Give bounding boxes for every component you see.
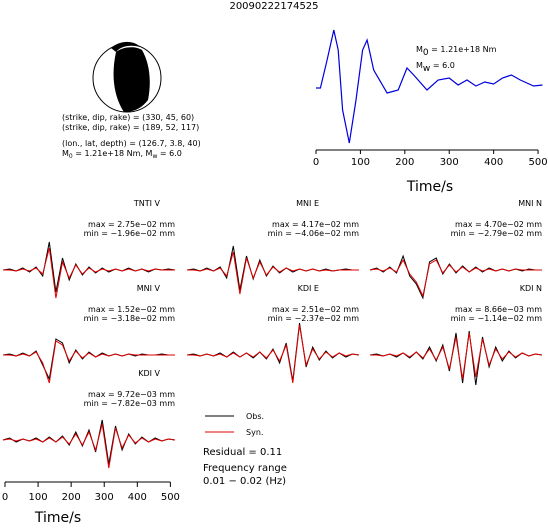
stf-annotation: Mw = 6.0 <box>416 61 455 74</box>
max-label: max = 4.70e−02 mm <box>455 220 542 229</box>
x-tick-label: 300 <box>95 492 114 503</box>
min-label: min = −1.96e−02 mm <box>84 229 176 238</box>
syn-trace <box>187 324 360 384</box>
syn-trace <box>369 258 542 298</box>
obs-trace <box>186 322 360 382</box>
min-label: min = −4.06e−02 mm <box>268 229 360 238</box>
station-label: KDI E <box>298 284 319 293</box>
source-line: (strike, dip, rake) = (189, 52, 117) <box>62 123 199 132</box>
x-tick-label: 400 <box>484 157 503 168</box>
x-axis-label: Time/s <box>34 510 81 526</box>
beachball <box>92 41 162 113</box>
figure-title: 20090222174525 <box>229 1 318 12</box>
x-tick-label: 200 <box>395 157 414 168</box>
syn-trace <box>370 332 543 380</box>
x-tick-label: 100 <box>351 157 370 168</box>
max-label: max = 9.72e−03 mm <box>88 390 175 399</box>
syn-trace <box>3 340 175 384</box>
x-tick-label: 0 <box>2 492 8 503</box>
x-tick-label: 100 <box>29 492 48 503</box>
min-label: min = −2.79e−02 mm <box>451 229 543 238</box>
min-label: min = −2.37e−02 mm <box>268 314 360 323</box>
moment-text: M0 = 1.21e+18 Nm, Mw = 6.0 <box>62 149 182 160</box>
station-label: KDI N <box>520 284 542 293</box>
stf-line <box>316 29 543 144</box>
x-tick-label: 500 <box>161 492 180 503</box>
obs-trace <box>369 254 542 300</box>
x-axis-label: Time/s <box>406 179 453 195</box>
x-tick-label: 500 <box>529 157 548 168</box>
residual: Residual = 0.11 <box>203 447 282 458</box>
stf-annotation: M0 = 1.21e+18 Nm <box>416 45 497 58</box>
syn-trace <box>3 247 175 299</box>
frequency: 0.01 − 0.02 (Hz) <box>203 476 286 487</box>
syn-trace <box>2 423 176 469</box>
source-line: (strike, dip, rake) = (330, 45, 60) <box>62 113 194 122</box>
obs-trace <box>186 245 359 291</box>
station-label: MNI N <box>518 199 542 208</box>
min-label: min = −7.82e−03 mm <box>84 399 176 408</box>
station-label: MNI E <box>296 199 319 208</box>
max-label: max = 1.52e−02 mm <box>88 305 175 314</box>
max-label: max = 4.17e−02 mm <box>272 220 359 229</box>
max-label: max = 2.51e−02 mm <box>272 305 359 314</box>
syn-trace <box>187 251 359 295</box>
source-line: (lon., lat, depth) = (126.7, 3.8, 40) <box>62 139 201 148</box>
max-label: max = 8.66e−03 mm <box>455 305 542 314</box>
max-label: max = 2.75e−02 mm <box>88 220 175 229</box>
min-label: min = −3.18e−02 mm <box>84 314 176 323</box>
x-tick-label: 300 <box>440 157 459 168</box>
legend-label: Syn. <box>246 428 263 437</box>
x-tick-label: 0 <box>313 157 319 168</box>
station-label: KDI V <box>138 369 160 378</box>
station-label: TNTI V <box>133 199 161 208</box>
legend-label: Obs. <box>246 412 264 421</box>
station-label: MNI V <box>137 284 161 293</box>
frequency-label: Frequency range <box>203 463 287 474</box>
min-label: min = −1.14e−02 mm <box>451 314 543 323</box>
x-tick-label: 200 <box>62 492 81 503</box>
x-tick-label: 400 <box>128 492 147 503</box>
